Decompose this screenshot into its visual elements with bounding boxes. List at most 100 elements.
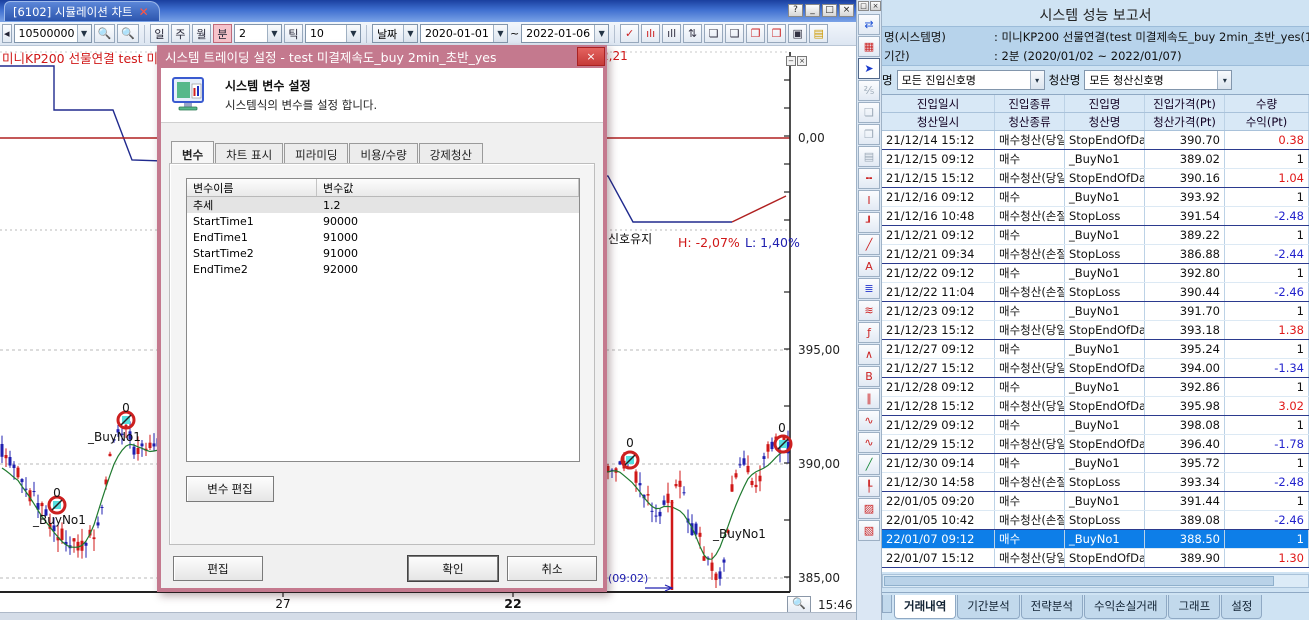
table-row[interactable]: 22/01/07 15:12 매수청산(당일 StopEndOfDa 389.90 1.…	[882, 549, 1309, 568]
table-row[interactable]: 21/12/16 10:48 매수청산(손절 StopLoss 391.54 -2.48	[882, 207, 1309, 226]
restore-button[interactable]: □	[858, 1, 869, 11]
date-from-combo[interactable]: 2020-01-01 ▼	[419, 24, 508, 43]
variable-edit-button[interactable]: 변수 편집	[186, 476, 274, 502]
fan-icon[interactable]: ∧	[858, 344, 880, 365]
doc-r-icon[interactable]: ❐	[746, 24, 766, 43]
diagonal-icon[interactable]: ╱	[858, 234, 880, 255]
volume-chart-icon[interactable]: ılı	[641, 24, 661, 43]
fibo-icon[interactable]: ƒ	[858, 322, 880, 343]
period-week-button[interactable]: 주	[170, 24, 190, 43]
search-icon[interactable]: 🔍	[93, 24, 116, 43]
sort-updown-icon[interactable]: ⇅	[683, 24, 703, 43]
chevron-down-icon[interactable]: ▼	[492, 25, 507, 42]
cancel-button[interactable]: 취소	[507, 556, 597, 581]
minimize-button[interactable]: _	[805, 4, 820, 17]
entry-signal-combo[interactable]: 모든 진입신호명 ▾	[896, 70, 1045, 90]
pitchfork-icon[interactable]: ┞	[858, 476, 880, 497]
exit-signal-combo[interactable]: 모든 청산신호명 ▾	[1084, 70, 1233, 90]
symbol-combo[interactable]: 10500000 ▼	[13, 24, 92, 43]
report-tab-item[interactable]: 그래프	[1168, 595, 1221, 619]
variable-row[interactable]: StartTime1 90000	[187, 213, 579, 229]
tab-variables[interactable]: 변수	[171, 141, 215, 167]
ok-button[interactable]: 확인	[408, 556, 498, 581]
close-button[interactable]: ×	[870, 1, 881, 11]
close-button[interactable]: ×	[839, 4, 854, 17]
text-tool-icon[interactable]: A	[858, 256, 880, 277]
doc-search-icon[interactable]: ❑	[725, 24, 745, 43]
parallel-icon[interactable]: ∥	[858, 388, 880, 409]
table-row[interactable]: 21/12/15 15:12 매수청산(당일 StopEndOfDa 390.16 1.…	[882, 169, 1309, 188]
open-folder-icon[interactable]: ▤	[809, 24, 829, 43]
table-row[interactable]: 21/12/27 15:12 매수청산(당일 StopEndOfDa 394.00 -1…	[882, 359, 1309, 378]
search-jump-icon[interactable]: 🔍	[117, 24, 139, 43]
table-row[interactable]: 21/12/27 09:12 매수 _BuyNo1 395.24 1	[882, 340, 1309, 359]
chart-tab[interactable]: [6102] 시뮬레이션 차트 ✕	[4, 1, 160, 21]
table-row[interactable]: 21/12/29 09:12 매수 _BuyNo1 398.08 1	[882, 416, 1309, 435]
horizontal-scrollbar[interactable]	[882, 574, 1309, 588]
pane-close-icon[interactable]: ×	[797, 56, 807, 66]
variable-row[interactable]: StartTime2 91000	[187, 245, 579, 261]
sync-icon[interactable]: ⇄	[858, 14, 880, 35]
trendstep-icon[interactable]: ┚	[858, 212, 880, 233]
lines-icon[interactable]: ≣	[858, 278, 880, 299]
report-tab-item[interactable]: 기간분석	[957, 595, 1020, 619]
dialog-titlebar[interactable]: 시스템 트레이딩 설정 - test 미결제속도_buy 2min_초반_yes…	[157, 45, 607, 68]
elliott-icon[interactable]: ∿	[858, 410, 880, 431]
variables-list[interactable]: 변수이름 변수값 추세 1.2 StartTime1 90000 EndTime1 910…	[186, 178, 580, 462]
variable-row[interactable]: 추세 1.2	[187, 197, 579, 213]
table-row[interactable]: 21/12/28 09:12 매수 _BuyNo1 392.86 1	[882, 378, 1309, 397]
ratio-icon[interactable]: ⅖	[858, 80, 880, 101]
table-row[interactable]: 21/12/30 14:58 매수청산(손절 StopLoss 393.34 -2.48	[882, 473, 1309, 492]
restore-button[interactable]: □	[822, 4, 837, 17]
pane-minimize-icon[interactable]: −	[786, 56, 796, 66]
minute-combo[interactable]: 2 ▼	[233, 24, 282, 43]
vline-icon[interactable]: Ⅰ	[858, 190, 880, 211]
pattern-icon[interactable]: ▨	[858, 498, 880, 519]
table-row[interactable]: 22/01/05 10:42 매수청산(손절 StopLoss 389.08 -2.46	[882, 511, 1309, 530]
table-row[interactable]: 21/12/21 09:34 매수청산(손절 StopLoss 386.88 -2.44	[882, 245, 1309, 264]
clipboard2-icon[interactable]: ❐	[858, 124, 880, 145]
table-row[interactable]: 21/12/28 15:12 매수청산(당일 StopEndOfDa 395.98 3.…	[882, 397, 1309, 416]
gann-icon[interactable]: B	[858, 366, 880, 387]
table-row[interactable]: 21/12/15 09:12 매수 _BuyNo1 389.02 1	[882, 150, 1309, 169]
tab-close-icon[interactable]: ✕	[138, 4, 149, 19]
period-minute-button[interactable]: 분	[212, 24, 232, 43]
save-icon[interactable]: ▣	[788, 24, 808, 43]
elliott2-icon[interactable]: ∿	[858, 432, 880, 453]
edit-button[interactable]: 편집	[173, 556, 263, 581]
table-row[interactable]: 21/12/23 15:12 매수청산(당일 StopEndOfDa 393.18 1.…	[882, 321, 1309, 340]
new-doc-icon[interactable]: ❏	[704, 24, 724, 43]
table-row[interactable]: 22/01/05 09:20 매수 _BuyNo1 391.44 1	[882, 492, 1309, 511]
report-tab-item[interactable]: 수익손실거래	[1083, 595, 1168, 619]
table-row[interactable]: 22/01/07 09:12 매수 _BuyNo1 388.50 1	[882, 530, 1309, 549]
report-tab-active[interactable]: 거래내역	[894, 595, 957, 619]
table-row[interactable]: 21/12/30 09:14 매수 _BuyNo1 395.72 1	[882, 454, 1309, 473]
close-icon[interactable]: ×	[577, 47, 605, 66]
variable-row[interactable]: EndTime2 92000	[187, 261, 579, 277]
magnifier-icon[interactable]: 🔍	[787, 596, 811, 612]
period-month-button[interactable]: 월	[191, 24, 211, 43]
chevron-down-icon[interactable]: ▼	[594, 25, 609, 42]
chevron-down-icon[interactable]: ▼	[345, 25, 360, 42]
report-tab-item[interactable]: 설정	[1221, 595, 1263, 619]
table-row[interactable]: 21/12/21 09:12 매수 _BuyNo1 389.22 1	[882, 226, 1309, 245]
copy-r-icon[interactable]: ❒	[767, 24, 787, 43]
table-row[interactable]: 21/12/22 11:04 매수청산(손절 StopLoss 390.44 -2.46	[882, 283, 1309, 302]
tab-stub[interactable]	[882, 595, 892, 613]
matrix-icon[interactable]: ▦	[858, 36, 880, 57]
pointer-icon[interactable]: ➤	[858, 58, 880, 79]
chevron-down-icon[interactable]: ▾	[1217, 71, 1232, 89]
date-to-combo[interactable]: 2022-01-06 ▼	[521, 24, 610, 43]
period-day-button[interactable]: 일	[149, 24, 169, 43]
help-button[interactable]: ?	[788, 4, 803, 17]
style-check-icon[interactable]: ✓	[620, 24, 640, 43]
chevron-down-icon[interactable]: ▼	[266, 25, 281, 42]
panel-icon[interactable]: ▤	[858, 146, 880, 167]
report-tab-item[interactable]: 전략분석	[1020, 595, 1083, 619]
table-row[interactable]: 21/12/29 15:12 매수청산(당일 StopEndOfDa 396.40 -1…	[882, 435, 1309, 454]
date-mode-combo[interactable]: 날짜 ▼	[371, 24, 418, 43]
hline-icon[interactable]: ╍	[858, 168, 880, 189]
scroll-left-icon[interactable]: ◂	[2, 24, 12, 43]
table-row[interactable]: 21/12/22 09:12 매수 _BuyNo1 392.80 1	[882, 264, 1309, 283]
clipboard-icon[interactable]: ❏	[858, 102, 880, 123]
